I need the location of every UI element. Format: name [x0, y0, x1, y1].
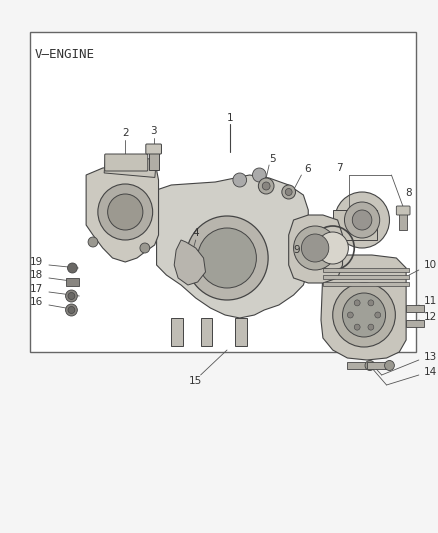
Text: 10: 10	[424, 260, 437, 270]
Circle shape	[365, 360, 375, 370]
Bar	[333, 210, 377, 240]
Circle shape	[301, 234, 329, 262]
Bar	[235, 318, 247, 346]
Bar	[201, 318, 212, 346]
Circle shape	[375, 312, 381, 318]
Text: 2: 2	[122, 128, 129, 138]
Bar	[406, 320, 424, 327]
Text: 1: 1	[226, 113, 233, 123]
Circle shape	[285, 189, 292, 196]
Circle shape	[368, 300, 374, 306]
Text: 5: 5	[269, 154, 276, 164]
Polygon shape	[86, 165, 159, 262]
Text: 14: 14	[424, 367, 437, 377]
Circle shape	[67, 263, 78, 273]
Circle shape	[258, 178, 274, 194]
Circle shape	[344, 202, 380, 238]
Bar	[66, 278, 79, 286]
Circle shape	[66, 290, 78, 302]
Text: 8: 8	[406, 188, 412, 198]
Circle shape	[293, 226, 337, 270]
Text: 15: 15	[189, 376, 202, 386]
Circle shape	[385, 360, 394, 370]
Circle shape	[108, 194, 143, 230]
Polygon shape	[174, 240, 205, 285]
Bar	[347, 362, 367, 369]
Circle shape	[354, 300, 360, 306]
Circle shape	[186, 216, 268, 300]
Circle shape	[98, 184, 153, 240]
Bar	[323, 282, 409, 286]
Bar	[323, 268, 409, 272]
Bar	[399, 210, 407, 230]
Circle shape	[198, 228, 256, 288]
Bar	[149, 148, 159, 170]
FancyBboxPatch shape	[105, 154, 148, 171]
Bar	[171, 318, 183, 346]
Text: 13: 13	[424, 352, 437, 362]
Bar	[406, 305, 424, 312]
Circle shape	[140, 243, 150, 253]
FancyBboxPatch shape	[146, 144, 162, 154]
FancyBboxPatch shape	[396, 206, 410, 215]
Circle shape	[333, 283, 396, 347]
Circle shape	[68, 293, 75, 300]
Text: 6: 6	[304, 164, 311, 174]
Polygon shape	[321, 255, 406, 360]
Bar	[323, 275, 409, 279]
Circle shape	[354, 324, 360, 330]
Circle shape	[335, 192, 389, 248]
Circle shape	[317, 232, 348, 264]
Bar	[30, 32, 416, 352]
Circle shape	[233, 173, 247, 187]
Circle shape	[352, 210, 372, 230]
Text: 16: 16	[30, 297, 43, 307]
Text: V–ENGINE: V–ENGINE	[34, 49, 94, 61]
Circle shape	[368, 324, 374, 330]
Circle shape	[282, 185, 296, 199]
Text: 18: 18	[30, 270, 43, 280]
Circle shape	[347, 312, 353, 318]
Text: 17: 17	[30, 284, 43, 294]
Circle shape	[68, 306, 75, 313]
Text: 19: 19	[30, 257, 43, 267]
Text: 11: 11	[424, 296, 437, 306]
Circle shape	[252, 168, 266, 182]
Circle shape	[262, 182, 270, 190]
Polygon shape	[289, 215, 343, 283]
Text: 4: 4	[192, 228, 199, 238]
Text: 7: 7	[336, 163, 343, 173]
Text: 3: 3	[150, 126, 157, 136]
Text: 12: 12	[424, 312, 437, 322]
Circle shape	[66, 304, 78, 316]
Circle shape	[88, 237, 98, 247]
Circle shape	[343, 293, 385, 337]
Polygon shape	[156, 175, 308, 318]
Text: 9: 9	[293, 245, 300, 255]
Bar	[104, 155, 156, 177]
Bar	[367, 362, 387, 369]
